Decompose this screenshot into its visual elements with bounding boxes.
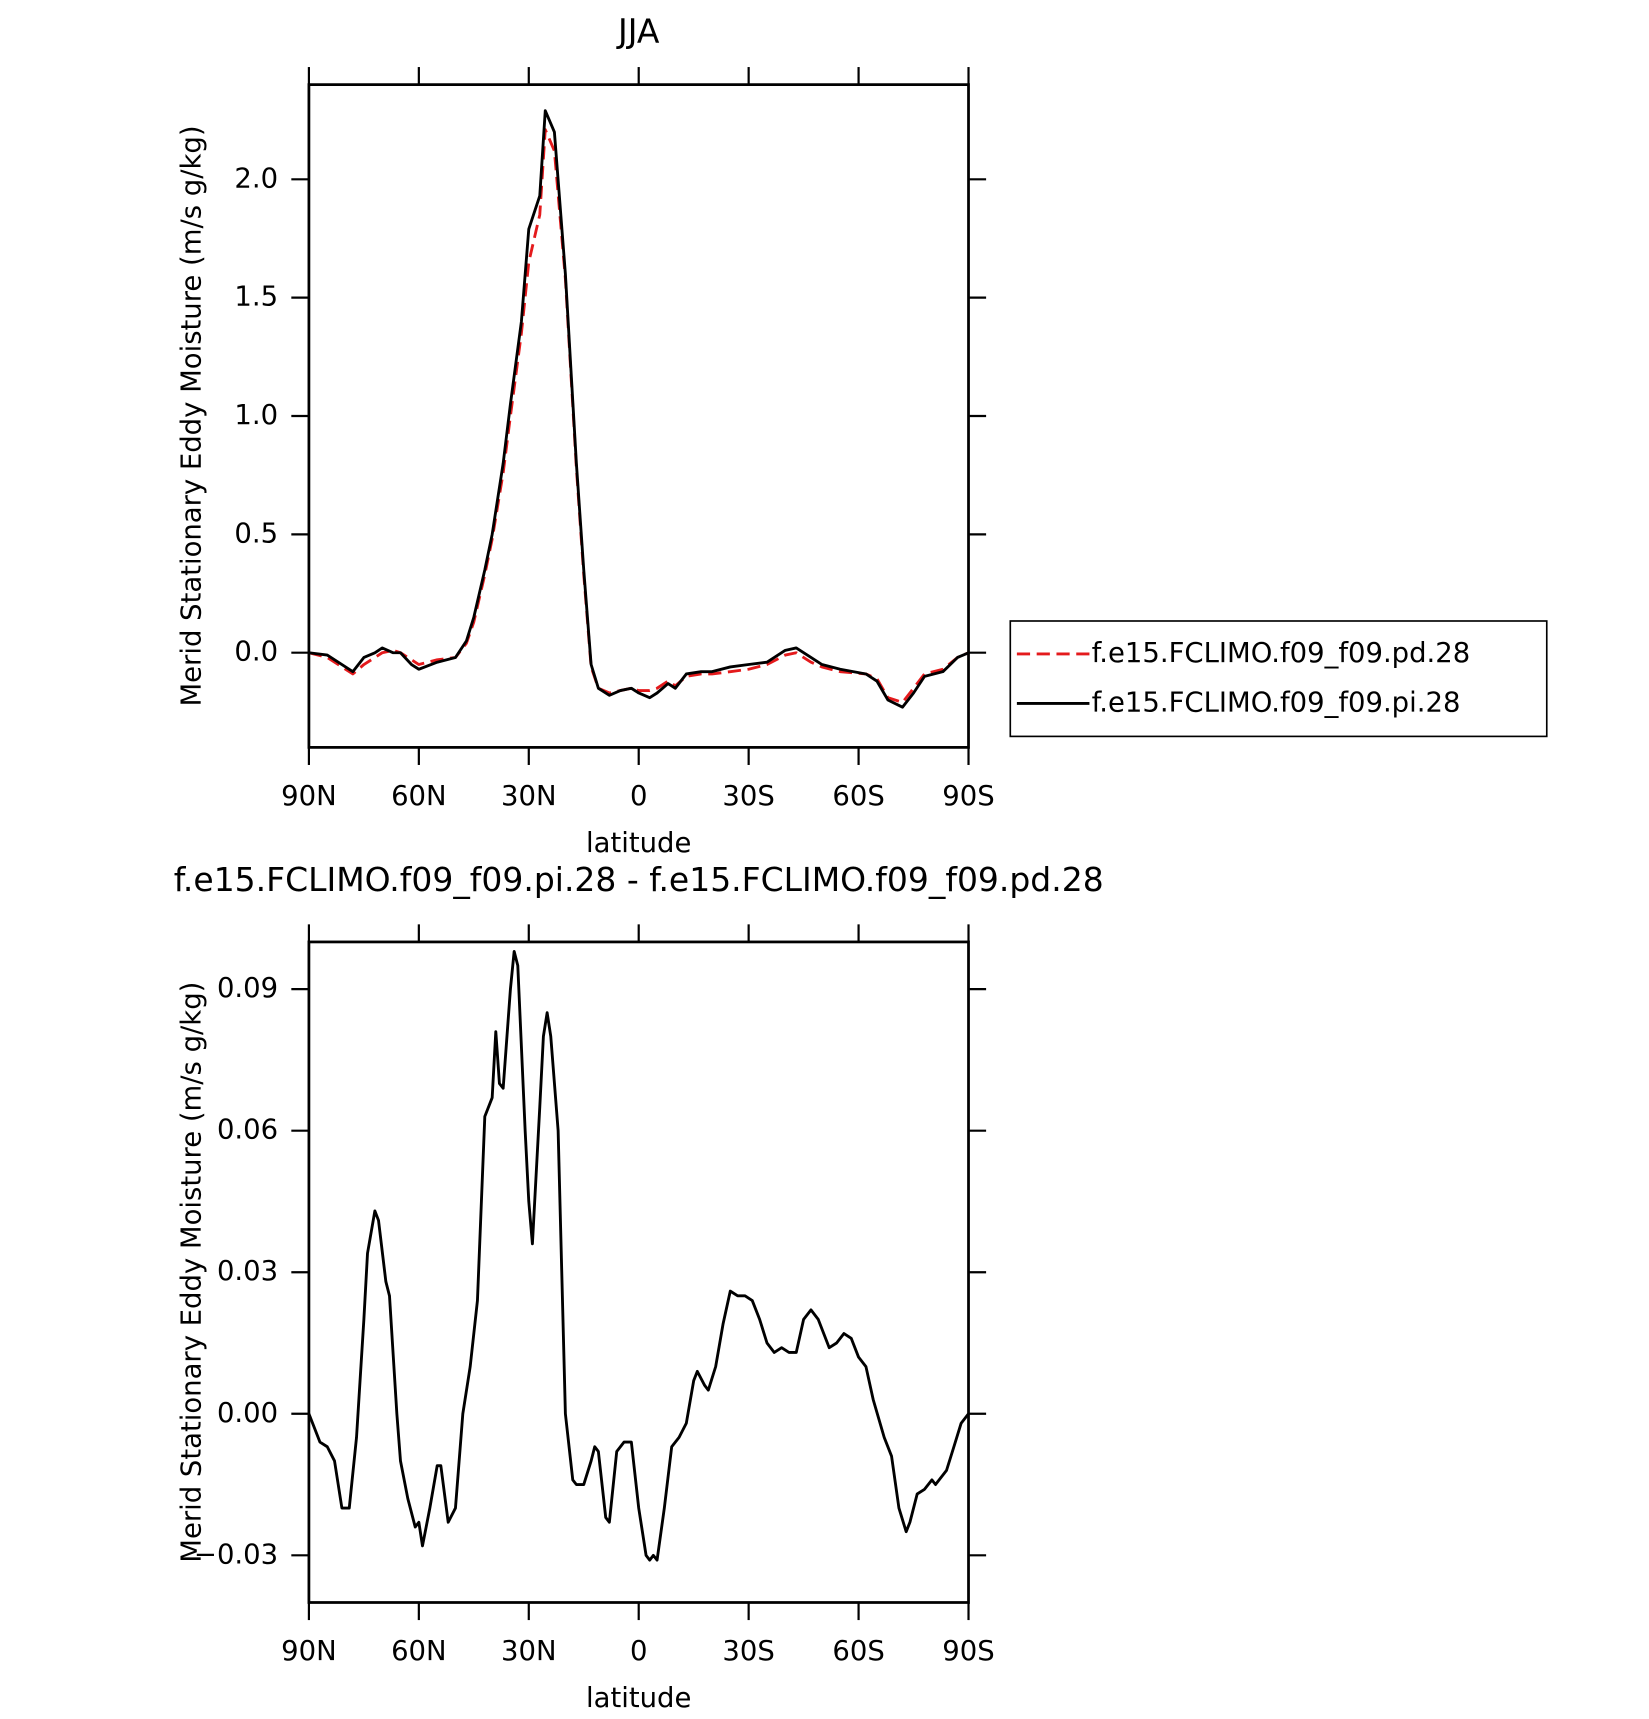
y-tick-label: 1.5 [234, 281, 278, 313]
y-tick-label: 0.5 [234, 517, 278, 549]
legend-label: f.e15.FCLIMO.f09_f09.pi.28 [1092, 686, 1461, 718]
x-tick-label: 90S [942, 780, 994, 812]
y-axis-label: Merid Stationary Eddy Moisture (m/s g/kg… [175, 982, 207, 1563]
x-tick-label: 30S [722, 780, 774, 812]
chart-title: JJA [616, 11, 660, 50]
x-axis-label: latitude [586, 1682, 691, 1714]
x-tick-label: 0 [630, 1635, 647, 1667]
x-tick-label: 0 [630, 780, 647, 812]
y-tick-label: 0.03 [217, 1255, 278, 1287]
y-tick-label: 2.0 [234, 162, 278, 194]
x-tick-label: 90N [281, 780, 337, 812]
y-tick-label: 0.09 [217, 972, 278, 1004]
y-tick-label: 0.06 [217, 1114, 278, 1146]
legend-label: f.e15.FCLIMO.f09_f09.pd.28 [1092, 637, 1471, 669]
x-tick-label: 30N [501, 1635, 557, 1667]
x-tick-label: 60N [391, 780, 447, 812]
x-tick-label: 60S [832, 1635, 884, 1667]
series-line [308, 109, 970, 709]
legend-box [1009, 620, 1548, 738]
x-tick-label: 60S [832, 780, 884, 812]
plot-frame [307, 83, 970, 749]
chart-title: f.e15.FCLIMO.f09_f09.pi.28 - f.e15.FCLIM… [174, 860, 1104, 899]
x-tick-label: 90N [281, 1635, 337, 1667]
x-axis-label: latitude [586, 827, 691, 859]
y-tick-label: −0.03 [194, 1538, 278, 1570]
y-tick-label: 0.0 [234, 636, 278, 668]
plot-frame [307, 940, 970, 1604]
x-tick-label: 30N [501, 780, 557, 812]
series-line [308, 128, 970, 704]
y-axis-label: Merid Stationary Eddy Moisture (m/s g/kg… [175, 125, 207, 706]
series-line [307, 949, 970, 1562]
x-tick-label: 60N [391, 1635, 447, 1667]
x-tick-label: 30S [722, 1635, 774, 1667]
y-tick-label: 0.00 [217, 1397, 278, 1429]
y-tick-label: 1.0 [234, 399, 278, 431]
x-tick-label: 90S [942, 1635, 994, 1667]
